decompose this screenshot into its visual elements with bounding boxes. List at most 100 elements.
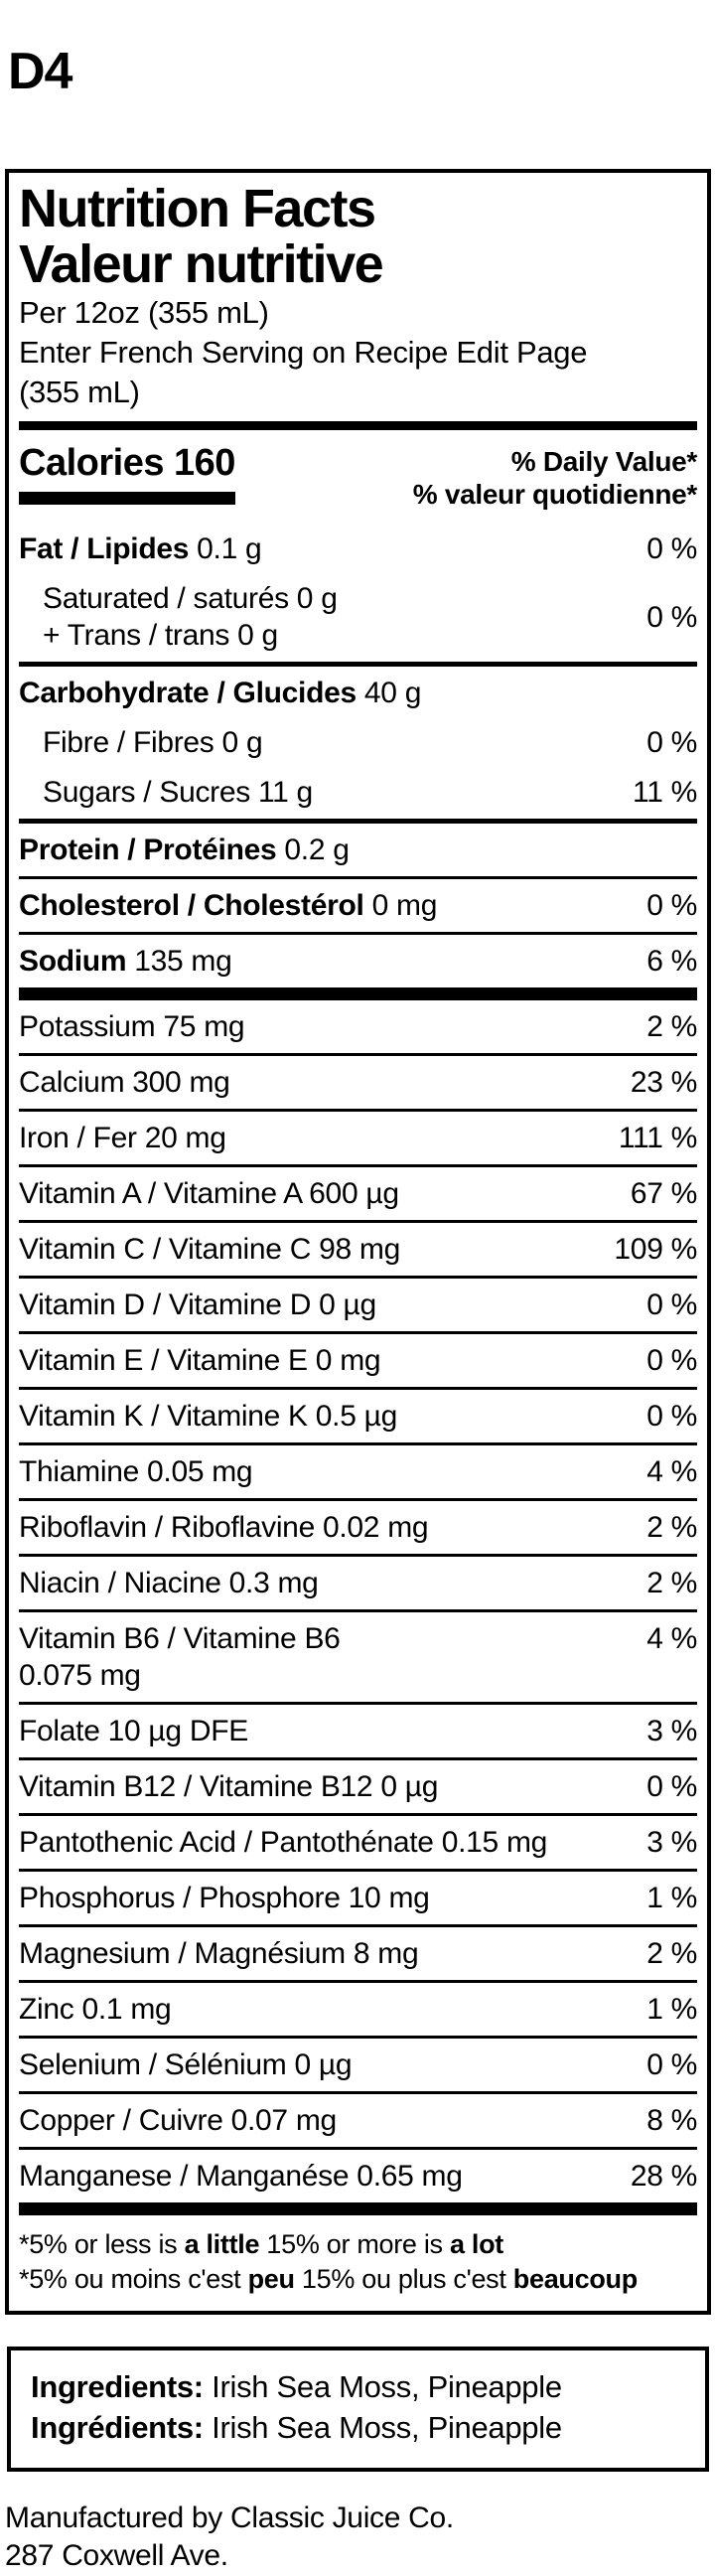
nutrient-row-vitamin-e: Vitamin E / Vitamine E 0 mg 0 %	[19, 1334, 697, 1390]
nutrient-row-iron: Iron / Fer 20 mg 111 %	[19, 1112, 697, 1167]
nutrient-amount: Calcium 300 mg	[19, 1066, 230, 1099]
nutrient-daily-value: 3 %	[646, 1826, 697, 1859]
nutrient-amount: Iron / Fer 20 mg	[19, 1122, 226, 1154]
nutrient-daily-value: 109 %	[614, 1233, 697, 1266]
footnote-fr-bold2: beaucoup	[512, 2264, 638, 2294]
nutrient-amount: Vitamin E / Vitamine E 0 mg	[19, 1344, 381, 1377]
nutrient-daily-value: 111 %	[618, 1122, 697, 1154]
nutrient-row-vitamin-k: Vitamin K / Vitamine K 0.5 µg 0 %	[19, 1390, 697, 1445]
nutrient-label: Riboflavin / Riboflavine 0.02 mg	[19, 1509, 429, 1546]
title-en: Nutrition Facts	[19, 179, 376, 238]
footnote-fr-part2: 15% ou plus c'est	[294, 2264, 513, 2294]
nutrient-label: Potassium 75 mg	[19, 1008, 245, 1045]
nutrient-amount: Manganese / Manganése 0.65 mg	[19, 2160, 463, 2193]
nutrient-daily-value: 0 %	[646, 1400, 697, 1433]
nutrient-row-vitamin-c: Vitamin C / Vitamine C 98 mg 109 %	[19, 1223, 697, 1279]
nutrient-label: Cholesterol / Cholestérol 0 mg	[19, 887, 437, 924]
manufacturer-line1: Manufactured by Classic Juice Co.	[5, 2501, 454, 2534]
nutrient-row-saturated-trans: Saturated / saturés 0 g + Trans / trans …	[19, 572, 697, 667]
nutrient-row-vitamin-b12: Vitamin B12 / Vitamine B12 0 µg 0 %	[19, 1760, 697, 1816]
nutrient-daily-value: 67 %	[630, 1177, 697, 1210]
nutrient-daily-value: 1 %	[646, 1993, 697, 2026]
daily-value-header: % Daily Value* % valeur quotidienne*	[413, 443, 698, 511]
nutrient-row-thiamine: Thiamine 0.05 mg 4 %	[19, 1445, 697, 1501]
nutrient-daily-value: 2 %	[646, 1010, 697, 1043]
calories-value: 160	[174, 442, 235, 484]
nutrient-name-bold: Fat / Lipides	[19, 532, 198, 565]
nutrient-name-bold: Protein / Protéines	[19, 833, 285, 866]
nutrient-row-magnesium: Magnesium / Magnésium 8 mg 2 %	[19, 1927, 697, 1983]
nutrient-label: Vitamin A / Vitamine A 600 µg	[19, 1175, 399, 1212]
serving-size-fr-amount: (355 mL)	[19, 375, 140, 409]
nutrient-amount: 0.1 g	[197, 532, 262, 565]
nutrient-amount: Zinc 0.1 mg	[19, 1993, 172, 2026]
nutrient-row-folate: Folate 10 µg DFE 3 %	[19, 1705, 697, 1760]
header-separator-bar	[19, 421, 697, 430]
nutrient-label: Magnesium / Magnésium 8 mg	[19, 1935, 419, 1972]
nutrient-label: Iron / Fer 20 mg	[19, 1120, 226, 1156]
nutrient-row-riboflavin: Riboflavin / Riboflavine 0.02 mg 2 %	[19, 1501, 697, 1557]
nutrient-amount: Vitamin K / Vitamine K 0.5 µg	[19, 1400, 398, 1433]
nutrient-row-sodium: Sodium 135 mg 6 %	[19, 935, 697, 1000]
footnote-fr-bold1: peu	[247, 2264, 295, 2294]
nutrient-label: Sugars / Sucres 11 g	[19, 774, 313, 811]
nutrient-row-calcium: Calcium 300 mg 23 %	[19, 1056, 697, 1112]
daily-value-header-en: % Daily Value*	[510, 446, 698, 477]
nutrient-label: Protein / Protéines 0.2 g	[19, 832, 350, 868]
nutrient-amount: Selenium / Sélénium 0 µg	[19, 2048, 353, 2081]
nutrient-daily-value: 28 %	[630, 2160, 697, 2193]
calories-row: Calories 160 % Daily Value* % valeur quo…	[19, 430, 697, 523]
nutrient-daily-value: 3 %	[646, 1715, 697, 1747]
nutrient-label: Vitamin K / Vitamine K 0.5 µg	[19, 1398, 397, 1435]
serving-size-fr-note: Enter French Serving on Recipe Edit Page	[19, 335, 588, 370]
nutrient-amount: Riboflavin / Riboflavine 0.02 mg	[19, 1511, 429, 1544]
footnote-fr: *5% ou moins c'est peu 15% ou plus c'est…	[19, 2262, 697, 2297]
nutrient-row-cholesterol: Cholesterol / Cholestérol 0 mg 0 %	[19, 879, 697, 935]
footnote-en-part1: *5% or less is	[19, 2229, 185, 2259]
calories-underline-bar	[19, 492, 235, 505]
nutrient-label: Zinc 0.1 mg	[19, 1991, 172, 2028]
nutrient-row-pantothenic-acid: Pantothenic Acid / Pantothénate 0.15 mg …	[19, 1816, 697, 1872]
nutrient-amount: Copper / Cuivre 0.07 mg	[19, 2104, 337, 2137]
nutrient-daily-value: 0 %	[646, 532, 697, 565]
nutrient-amount: Thiamine 0.05 mg	[19, 1455, 253, 1488]
nutrient-amount: 0.2 g	[284, 833, 350, 866]
nutrient-daily-value: 4 %	[646, 1622, 697, 1655]
nutrient-label: Fibre / Fibres 0 g	[19, 724, 263, 761]
nutrient-label: Thiamine 0.05 mg	[19, 1453, 253, 1490]
nutrient-daily-value: 6 %	[646, 945, 697, 978]
nutrient-daily-value: 0 %	[646, 726, 697, 759]
nutrient-amount: Vitamin B6 / Vitamine B6 0.075 mg	[19, 1622, 341, 1692]
nutrient-daily-value: 4 %	[646, 1455, 697, 1488]
nutrient-row-sugars: Sugars / Sucres 11 g 11 %	[19, 766, 697, 824]
nutrient-row-manganese: Manganese / Manganése 0.65 mg 28 %	[19, 2150, 697, 2215]
nutrient-amount: 0 mg	[371, 889, 438, 922]
nutrient-row-vitamin-b6: Vitamin B6 / Vitamine B6 0.075 mg 4 %	[19, 1612, 697, 1705]
nutrient-row-zinc: Zinc 0.1 mg 1 %	[19, 1983, 697, 2039]
nutrient-row-vitamin-d: Vitamin D / Vitamine D 0 µg 0 %	[19, 1279, 697, 1334]
manufacturer-line2: 287 Coxwell Ave.	[5, 2539, 228, 2572]
nutrient-label: Vitamin C / Vitamine C 98 mg	[19, 1231, 400, 1268]
nutrient-amount: Vitamin A / Vitamine A 600 µg	[19, 1177, 399, 1210]
nutrient-name-bold: Carbohydrate / Glucides	[19, 677, 364, 709]
nutrient-row-carbohydrate: Carbohydrate / Glucides 40 g	[19, 667, 697, 716]
nutrient-amount: Sugars / Sucres 11 g	[43, 776, 313, 809]
title-fr: Valeur nutritive	[19, 234, 384, 294]
nutrient-row-fat: Fat / Lipides 0.1 g 0 %	[19, 523, 697, 572]
nutrient-daily-value: 8 %	[646, 2104, 697, 2137]
serving-size-en: Per 12oz (355 mL)	[19, 295, 269, 330]
nutrient-daily-value: 23 %	[630, 1066, 697, 1099]
footnotes: *5% or less is a little 15% or more is a…	[19, 2215, 697, 2311]
nutrient-label: Fat / Lipides 0.1 g	[19, 530, 262, 567]
nutrient-amount: Vitamin D / Vitamine D 0 µg	[19, 1288, 376, 1321]
nutrient-amount: Phosphorus / Phosphore 10 mg	[19, 1882, 430, 1914]
nutrient-label: Manganese / Manganése 0.65 mg	[19, 2158, 463, 2195]
nutrient-row-copper: Copper / Cuivre 0.07 mg 8 %	[19, 2094, 697, 2150]
nutrient-amount: Vitamin C / Vitamine C 98 mg	[19, 1233, 400, 1266]
ingredients-panel: Ingredients: Irish Sea Moss, Pineapple I…	[7, 2347, 709, 2472]
nutrient-amount: 135 mg	[134, 945, 232, 978]
nutrient-daily-value: 11 %	[633, 776, 697, 809]
nutrient-amount: Folate 10 µg DFE	[19, 1715, 248, 1747]
nutrient-daily-value: 0 %	[646, 2048, 697, 2081]
